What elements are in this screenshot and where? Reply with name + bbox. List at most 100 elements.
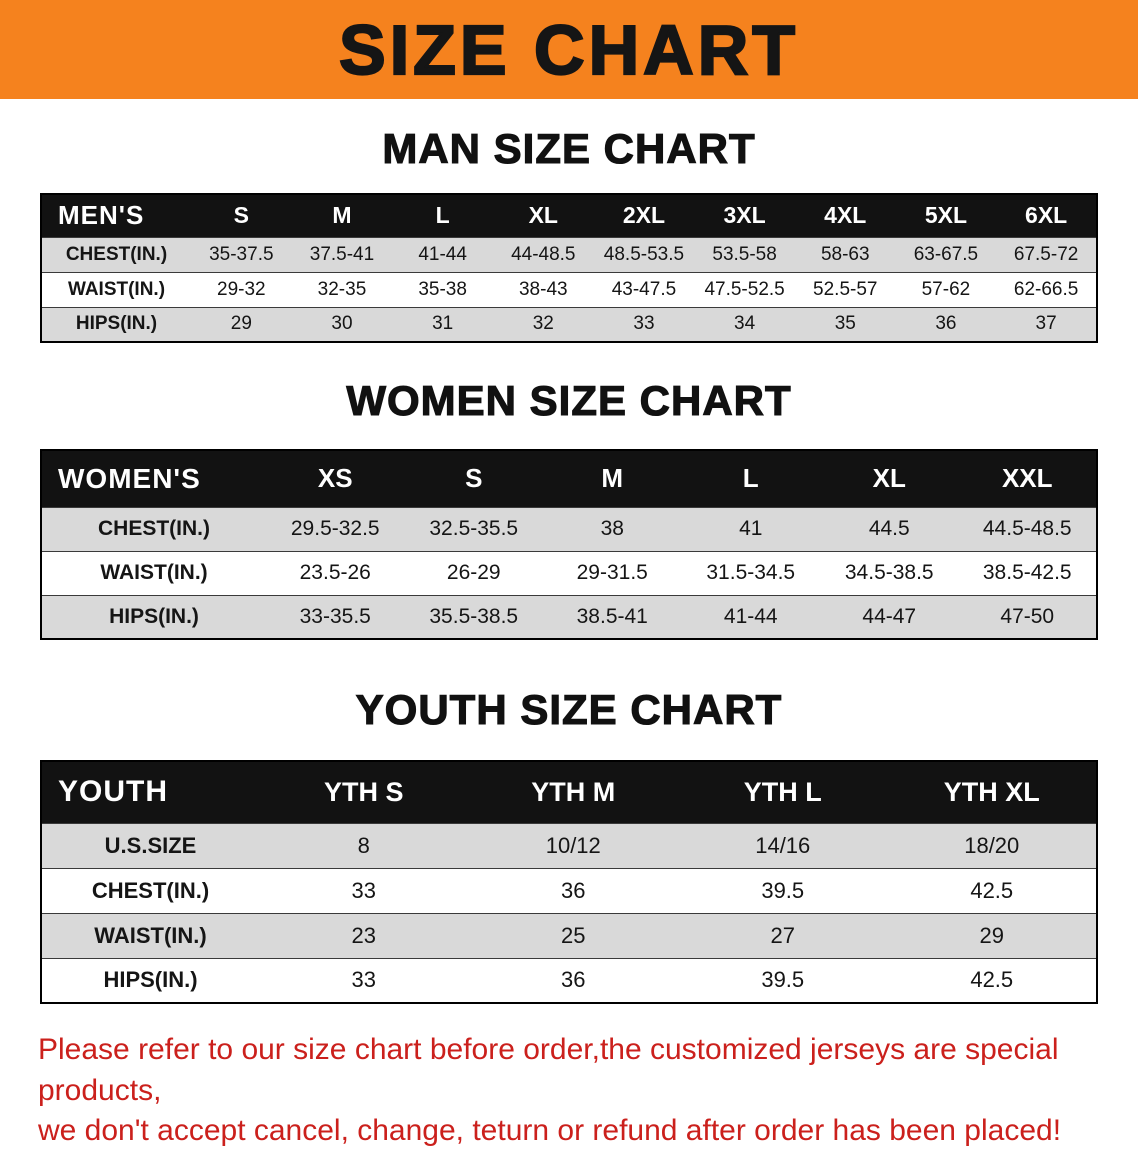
table-cell: 44-47 (820, 594, 959, 639)
order-notice: Please refer to our size chart before or… (38, 1030, 1100, 1152)
table-cell: 42.5 (887, 957, 1097, 1003)
table-cell: 37 (996, 306, 1097, 342)
column-header: YTH S (259, 761, 469, 823)
table-cell: 41-44 (392, 236, 493, 272)
table-cell: 63-67.5 (895, 236, 997, 272)
table-cell: 14/16 (678, 822, 888, 868)
table-header-row: MEN'S S M L XL 2XL 3XL 4XL 5XL 6XL (41, 194, 1097, 237)
column-header: YTH XL (887, 761, 1097, 823)
table-cell: 35-38 (392, 271, 493, 307)
table-cell: 47-50 (958, 594, 1097, 639)
table-cell: 35.5-38.5 (404, 594, 543, 639)
table-cell: 48.5-53.5 (593, 236, 695, 272)
table-row: CHEST(IN.) 33 36 39.5 42.5 (41, 867, 1097, 913)
table-cell: 26-29 (404, 550, 543, 595)
column-header: XL (492, 194, 594, 237)
table-cell: 18/20 (887, 822, 1097, 868)
banner: SIZE CHART (0, 0, 1138, 99)
table-cell: 29-31.5 (543, 550, 682, 595)
table-cell: 52.5-57 (794, 271, 896, 307)
table-header-row: YOUTH YTH S YTH M YTH L YTH XL (41, 761, 1097, 823)
table-cell: 39.5 (678, 867, 888, 913)
column-header: S (404, 450, 543, 507)
table-row: CHEST(IN.) 35-37.5 37.5-41 41-44 44-48.5 48.5… (41, 236, 1097, 272)
size-table: MEN'S S M L XL 2XL 3XL 4XL 5XL 6XL CHEST(IN.) 35-37… (40, 193, 1098, 343)
column-header: 5XL (895, 194, 997, 237)
table-row: HIPS(IN.) 33-35.5 35.5-38.5 38.5-41 41-44 44-… (41, 594, 1097, 639)
women-section-heading: WOMEN SIZE CHART (346, 376, 792, 424)
table-header-row: WOMEN'S XS S M L XL XXL (41, 450, 1097, 507)
table-cell: 8 (259, 822, 469, 868)
table-row: CHEST(IN.) 29.5-32.5 32.5-35.5 38 41 44.5 44.5… (41, 506, 1097, 551)
column-header: L (392, 194, 493, 237)
table-cell: 58-63 (794, 236, 896, 272)
table-cell: 29 (887, 912, 1097, 958)
table-cell: 34.5-38.5 (820, 550, 959, 595)
page-title: SIZE CHART (338, 9, 799, 89)
table-row: WAIST(IN.) 23 25 27 29 (41, 912, 1097, 958)
column-header: 6XL (996, 194, 1097, 237)
men-section-heading: MAN SIZE CHART (382, 124, 756, 172)
table-row: HIPS(IN.) 29 30 31 32 33 34 35 36 37 (41, 306, 1097, 342)
row-label: WAIST(IN.) (41, 550, 266, 595)
column-header: XL (820, 450, 959, 507)
table-row: WAIST(IN.) 23.5-26 26-29 29-31.5 31.5-34.5 34… (41, 550, 1097, 595)
table-cell: 23.5-26 (266, 550, 405, 595)
table-cell: 29 (191, 306, 292, 342)
column-header: 2XL (593, 194, 695, 237)
table-corner-label: YOUTH (41, 761, 259, 823)
size-table: YOUTH YTH S YTH M YTH L YTH XL U.S.SIZE 8 10/12… (40, 760, 1098, 1004)
table-cell: 33 (593, 306, 695, 342)
table-cell: 38.5-42.5 (958, 550, 1097, 595)
table-cell: 35 (794, 306, 896, 342)
table-cell: 25 (468, 912, 678, 958)
table-cell: 33 (259, 867, 469, 913)
table-cell: 41 (681, 506, 820, 551)
column-header: YTH M (468, 761, 678, 823)
column-header: S (191, 194, 292, 237)
row-label: U.S.SIZE (41, 822, 259, 868)
table-cell: 62-66.5 (996, 271, 1097, 307)
table-row: WAIST(IN.) 29-32 32-35 35-38 38-43 43-47.5 47.… (41, 271, 1097, 307)
table-cell: 27 (678, 912, 888, 958)
women-size-section: WOMEN SIZE CHART WOMEN'S XS S M L XL XXL CHEST(… (0, 376, 1138, 640)
table-cell: 32 (492, 306, 594, 342)
table-cell: 37.5-41 (291, 236, 393, 272)
table-cell: 44.5-48.5 (958, 506, 1097, 551)
table-cell: 43-47.5 (593, 271, 695, 307)
table-row: HIPS(IN.) 33 36 39.5 42.5 (41, 957, 1097, 1003)
column-header: 3XL (694, 194, 795, 237)
column-header: L (681, 450, 820, 507)
column-header: XXL (958, 450, 1097, 507)
table-cell: 23 (259, 912, 469, 958)
youth-section-heading: YOUTH SIZE CHART (355, 685, 783, 733)
table-cell: 57-62 (895, 271, 997, 307)
column-header: M (291, 194, 393, 237)
column-header: M (543, 450, 682, 507)
row-label: CHEST(IN.) (41, 867, 259, 913)
men-size-table-container: MEN'S S M L XL 2XL 3XL 4XL 5XL 6XL CHEST(IN.) 35-37… (40, 193, 1098, 343)
table-cell: 32-35 (291, 271, 393, 307)
row-label: WAIST(IN.) (41, 271, 191, 307)
column-header: 4XL (794, 194, 896, 237)
table-cell: 53.5-58 (694, 236, 795, 272)
table-cell: 35-37.5 (191, 236, 292, 272)
column-header: YTH L (678, 761, 888, 823)
table-cell: 38 (543, 506, 682, 551)
table-corner-label: WOMEN'S (41, 450, 266, 507)
table-cell: 42.5 (887, 867, 1097, 913)
row-label: WAIST(IN.) (41, 912, 259, 958)
table-cell: 36 (468, 957, 678, 1003)
size-table: WOMEN'S XS S M L XL XXL CHEST(IN.) 29.5-32.5 32.5… (40, 449, 1098, 640)
men-size-section: MAN SIZE CHART MEN'S S M L XL 2XL 3XL 4XL 5XL 6XL… (0, 124, 1138, 343)
table-cell: 29-32 (191, 271, 292, 307)
table-cell: 36 (895, 306, 997, 342)
row-label: HIPS(IN.) (41, 306, 191, 342)
table-cell: 10/12 (468, 822, 678, 868)
table-cell: 44.5 (820, 506, 959, 551)
table-cell: 36 (468, 867, 678, 913)
table-cell: 67.5-72 (996, 236, 1097, 272)
table-cell: 41-44 (681, 594, 820, 639)
table-row: U.S.SIZE 8 10/12 14/16 18/20 (41, 822, 1097, 868)
